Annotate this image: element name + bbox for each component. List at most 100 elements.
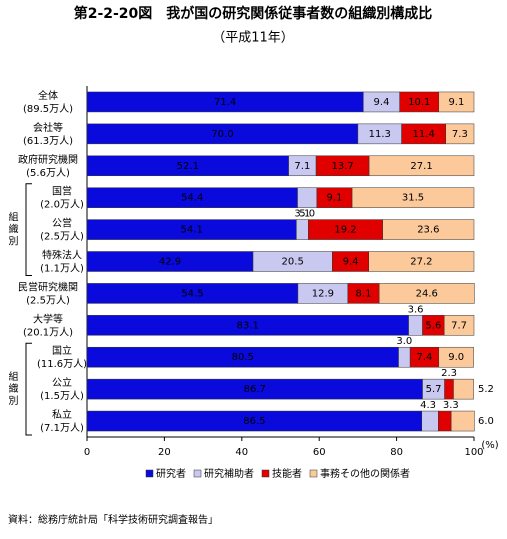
value-label: 5.7 [426, 384, 442, 395]
bar-segment [421, 410, 439, 432]
value-label: 6.0 [478, 416, 494, 427]
source: 資料：総務庁統計局「科学技術研究調査報告」 [8, 513, 218, 526]
category-count: (5.6万人) [26, 167, 70, 179]
value-label: 3.1 [294, 209, 310, 220]
value-label: 3.0 [396, 336, 412, 347]
category-label: 私立 [52, 408, 72, 421]
group-bracket [25, 183, 32, 276]
value-label: 3.6 [408, 304, 424, 315]
x-tick-label: 60 [313, 447, 326, 458]
category-count: (20.1万人) [23, 326, 73, 338]
bar-segment [382, 219, 475, 240]
value-label: 7.4 [417, 352, 433, 363]
value-label: 52.1 [177, 161, 199, 172]
group-label: 組織別 [6, 370, 18, 407]
bar-segment [438, 91, 475, 113]
group-bracket [25, 342, 32, 436]
value-label: 3.3 [443, 400, 459, 411]
value-label: 8.1 [356, 288, 372, 299]
category-count: (1.5万人) [40, 390, 84, 402]
category-label: 民営研究機関 [18, 280, 78, 293]
bar-segment [398, 346, 411, 368]
value-label: 54.4 [181, 193, 203, 204]
bar-segment [453, 378, 474, 400]
category-label: 大学等 [33, 312, 63, 325]
value-label: 54.5 [181, 288, 203, 299]
value-label: 9.4 [343, 257, 359, 268]
value-label: 11.3 [369, 129, 391, 140]
legend-label: 技能者 [272, 467, 302, 480]
category-label: 特殊法人 [42, 249, 82, 262]
category-label: 全体 [38, 89, 58, 102]
category-count: (1.1万人) [40, 263, 84, 275]
value-label: 5.6 [425, 320, 441, 331]
bar-segment [438, 346, 474, 368]
category-count: (2.0万人) [40, 199, 84, 211]
chart-subtitle: （平成11年） [212, 31, 294, 46]
bar-segment [438, 410, 452, 432]
value-label: 4.3 [420, 400, 436, 411]
bar-segment [296, 219, 309, 240]
value-label: 9.4 [374, 97, 390, 108]
value-label: 70.0 [211, 129, 233, 140]
value-label: 12.9 [312, 288, 334, 299]
bar-segment [445, 123, 475, 145]
value-label: 80.5 [232, 352, 254, 363]
bar-segment [368, 251, 475, 272]
value-label: 54.1 [181, 225, 203, 236]
value-label: 11.4 [413, 129, 435, 140]
category-label: 国立 [52, 344, 72, 357]
bar-segment [351, 187, 475, 208]
category-count: (7.1万人) [40, 422, 84, 434]
category-count: (61.3万人) [23, 135, 73, 147]
legend-label: 研究補助者 [204, 467, 254, 480]
legend-label: 研究者 [156, 467, 186, 480]
category-label: 国営 [52, 185, 72, 198]
legend-label: 事務その他の関係者 [320, 467, 410, 480]
value-label: 9.1 [448, 97, 464, 108]
legend-swatch [193, 469, 202, 478]
chart-title: 第2-2-20図 我が国の研究関係従事者数の組織別構成比 [74, 5, 433, 22]
value-label: 13.7 [331, 161, 353, 172]
bar-segment [408, 315, 423, 336]
legend-swatch [309, 469, 318, 478]
bar-segment [378, 283, 475, 304]
category-count: (2.5万人) [40, 231, 84, 243]
value-label: 7.1 [294, 161, 310, 172]
value-label: 20.5 [282, 257, 304, 268]
value-label: 86.7 [244, 384, 266, 395]
value-label: 71.4 [214, 97, 236, 108]
value-label: 27.2 [410, 257, 432, 268]
legend-swatch [145, 469, 154, 478]
category-count: (2.5万人) [26, 294, 70, 306]
x-tick-label: 80 [390, 447, 403, 458]
category-label: 公立 [52, 376, 72, 389]
value-label: 83.1 [237, 320, 259, 331]
bar-segment [368, 155, 475, 177]
value-label: 24.6 [416, 288, 438, 299]
category-count: (89.5万人) [23, 103, 73, 115]
group-label: 組織別 [6, 210, 18, 247]
x-tick-label: 20 [158, 447, 171, 458]
value-label: 5.0 [299, 209, 315, 220]
x-tick-label: 40 [235, 447, 248, 458]
value-label: 2.3 [441, 368, 457, 379]
value-label: 7.7 [451, 320, 467, 331]
category-label: 会社等 [33, 121, 63, 134]
x-unit: (%) [481, 440, 498, 451]
x-tick-label: 0 [84, 447, 90, 458]
category-count: (11.6万人) [37, 358, 87, 370]
value-label: 10.1 [408, 97, 430, 108]
value-label: 5.2 [478, 384, 494, 395]
category-label: 公営 [52, 217, 72, 230]
value-label: 23.6 [417, 225, 439, 236]
bar-segment [297, 187, 318, 208]
value-label: 9.0 [448, 352, 464, 363]
value-label: 27.1 [410, 161, 432, 172]
value-label: 9.1 [327, 193, 343, 204]
value-label: 42.9 [159, 257, 181, 268]
category-label: 政府研究機関 [18, 153, 78, 166]
legend-swatch [261, 469, 270, 478]
value-label: 31.5 [402, 193, 424, 204]
